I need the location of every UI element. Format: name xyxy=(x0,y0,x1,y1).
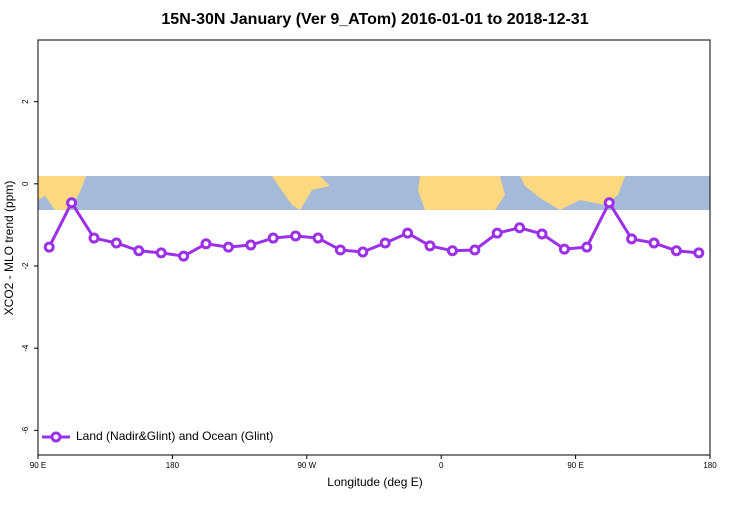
legend: Land (Nadir&Glint) and Ocean (Glint) xyxy=(42,429,273,443)
data-point xyxy=(424,240,436,252)
legend-label: Land (Nadir&Glint) and Ocean (Glint) xyxy=(76,429,273,443)
data-point xyxy=(469,244,481,256)
x-tick-label: 0 xyxy=(439,461,444,470)
data-point xyxy=(334,244,346,256)
data-point xyxy=(312,232,324,244)
y-tick-label: 0 xyxy=(21,181,30,186)
data-point xyxy=(626,233,638,245)
plot-frame xyxy=(37,39,711,456)
data-point xyxy=(446,245,458,257)
data-point xyxy=(357,246,369,258)
data-point xyxy=(648,237,660,249)
data-point xyxy=(178,250,190,262)
data-point xyxy=(222,241,234,253)
x-tick-label: 180 xyxy=(166,461,180,470)
legend-marker xyxy=(50,431,62,443)
data-point xyxy=(379,237,391,249)
data-point xyxy=(290,230,302,242)
data-point xyxy=(693,247,705,259)
x-tick-label: 180 xyxy=(703,461,717,470)
x-tick-label: 90 E xyxy=(30,461,46,470)
data-point xyxy=(110,237,122,249)
data-point xyxy=(603,197,615,209)
series-line xyxy=(47,199,699,258)
chart-title: 15N-30N January (Ver 9_ATom) 2016-01-01 … xyxy=(161,11,588,28)
map-band xyxy=(38,176,710,210)
x-tick-label: 90 W xyxy=(297,461,316,470)
data-point xyxy=(200,238,212,250)
data-point xyxy=(66,197,78,209)
x-tick-label: 90 E xyxy=(567,461,583,470)
data-point xyxy=(558,243,570,255)
data-point xyxy=(43,241,55,253)
y-tick-label: -4 xyxy=(21,344,30,352)
y-tick-label: 2 xyxy=(21,99,30,104)
data-point xyxy=(155,247,167,259)
data-point xyxy=(88,232,100,244)
data-point xyxy=(245,239,257,251)
x-axis-label: Longitude (deg E) xyxy=(327,475,422,489)
data-point xyxy=(581,241,593,253)
data-point xyxy=(133,245,145,257)
data-point xyxy=(536,228,548,240)
data-point xyxy=(514,222,526,234)
data-point xyxy=(670,245,682,257)
y-axis-label: XCO2 - MLO trend (ppm) xyxy=(2,181,16,316)
data-point xyxy=(402,227,414,239)
data-point xyxy=(267,232,279,244)
y-tick-label: -2 xyxy=(21,262,30,270)
data-point xyxy=(491,227,503,239)
y-tick-label: -6 xyxy=(21,426,30,434)
